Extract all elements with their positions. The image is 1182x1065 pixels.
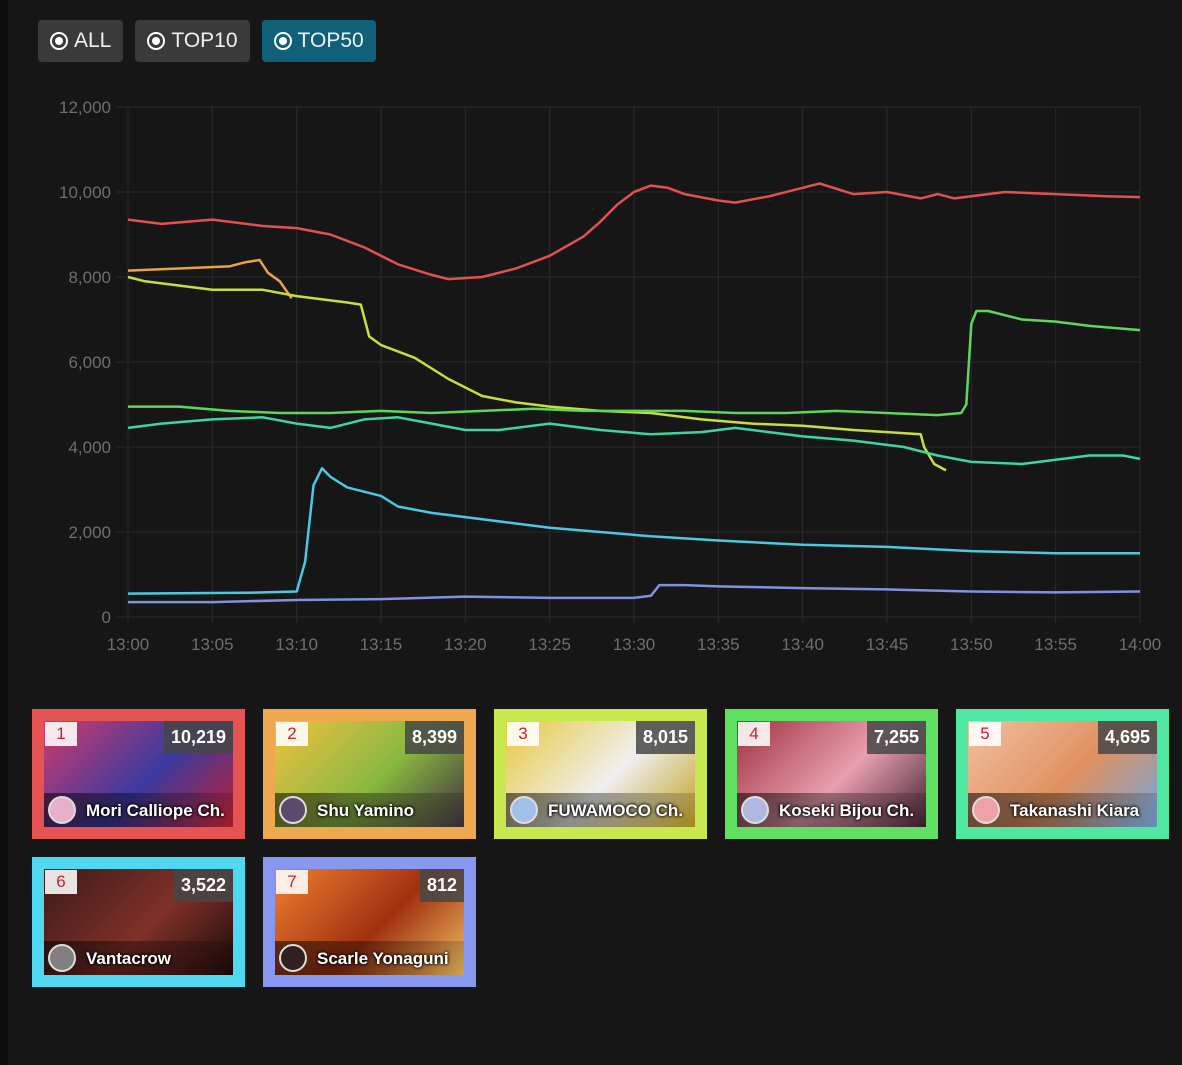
stream-thumbnail: 1 10,219 Mori Calliope Ch.: [44, 721, 233, 827]
channel-name-bar: Koseki Bijou Ch.: [737, 793, 926, 827]
viewer-count-badge: 10,219: [163, 721, 233, 754]
filter-top10-label: TOP10: [171, 29, 238, 52]
viewer-count-badge: 812: [419, 869, 464, 902]
channel-name-bar: Scarle Yonaguni: [275, 941, 464, 975]
stream-card[interactable]: 2 8,399 Shu Yamino: [263, 709, 476, 839]
filter-top10-button[interactable]: TOP10: [135, 20, 250, 62]
channel-name: Vantacrow: [86, 949, 172, 968]
channel-name-bar: Mori Calliope Ch.: [44, 793, 233, 827]
y-tick-label: 8,000: [68, 268, 111, 287]
stream-thumbnail: 5 4,695 Takanashi Kiara: [968, 721, 1157, 827]
x-tick-label: 14:00: [1119, 635, 1162, 654]
stream-thumbnail: 7 812 Scarle Yonaguni: [275, 869, 464, 975]
x-tick-label: 13:35: [697, 635, 740, 654]
channel-name-bar: Shu Yamino: [275, 793, 464, 827]
rank-badge: 6: [45, 870, 77, 894]
channel-avatar: [279, 796, 307, 824]
rank-badge: 2: [276, 722, 308, 746]
filter-top50-button[interactable]: TOP50: [261, 20, 376, 62]
series-line-4: [128, 309, 1141, 417]
channel-avatar: [741, 796, 769, 824]
radio-icon: [273, 32, 292, 50]
x-tick-label: 13:30: [613, 635, 656, 654]
rank-badge: 1: [45, 722, 77, 746]
series-line-7: [128, 583, 1141, 604]
y-tick-label: 6,000: [68, 353, 111, 372]
viewer-count-badge: 8,399: [404, 721, 464, 754]
channel-name: Shu Yamino: [317, 801, 414, 820]
stream-card[interactable]: 1 10,219 Mori Calliope Ch.: [32, 709, 245, 839]
viewer-count-badge: 7,255: [866, 721, 926, 754]
rank-badge: 4: [738, 722, 770, 746]
stream-card[interactable]: 5 4,695 Takanashi Kiara: [956, 709, 1169, 839]
viewer-count-badge: 3,522: [173, 869, 233, 902]
x-tick-label: 13:25: [528, 635, 571, 654]
stream-card[interactable]: 7 812 Scarle Yonaguni: [263, 857, 476, 987]
rank-badge: 5: [969, 722, 1001, 746]
channel-name: Scarle Yonaguni: [317, 949, 449, 968]
series-line-3: [127, 275, 947, 472]
channel-name-bar: FUWAMOCO Ch.: [506, 793, 695, 827]
filter-bar: ALL TOP10 TOP50: [38, 20, 376, 62]
radio-icon: [147, 32, 166, 50]
viewer-count-badge: 4,695: [1097, 721, 1157, 754]
channel-name: FUWAMOCO Ch.: [548, 801, 684, 820]
channel-name-bar: Vantacrow: [44, 941, 233, 975]
channel-avatar: [48, 796, 76, 824]
stream-card[interactable]: 6 3,522 Vantacrow: [32, 857, 245, 987]
x-tick-label: 13:20: [444, 635, 487, 654]
series-line-1: [127, 182, 1141, 281]
channel-avatar: [510, 796, 538, 824]
series-line-6: [127, 467, 1140, 595]
stream-card[interactable]: 4 7,255 Koseki Bijou Ch.: [725, 709, 938, 839]
channel-name: Koseki Bijou Ch.: [779, 801, 915, 820]
y-tick-label: 12,000: [59, 98, 111, 117]
series-line-5: [127, 416, 1141, 466]
left-edge-rule: [0, 0, 8, 1065]
channel-avatar: [972, 796, 1000, 824]
y-tick-label: 4,000: [68, 438, 111, 457]
stream-card[interactable]: 3 8,015 FUWAMOCO Ch.: [494, 709, 707, 839]
stream-thumbnail: 3 8,015 FUWAMOCO Ch.: [506, 721, 695, 827]
stream-thumbnail: 2 8,399 Shu Yamino: [275, 721, 464, 827]
channel-avatar: [279, 944, 307, 972]
x-tick-label: 13:50: [950, 635, 993, 654]
x-tick-label: 13:10: [275, 635, 318, 654]
x-tick-label: 13:55: [1034, 635, 1077, 654]
x-tick-label: 13:40: [781, 635, 824, 654]
x-tick-label: 13:45: [866, 635, 909, 654]
channel-avatar: [48, 944, 76, 972]
stream-thumbnail: 6 3,522 Vantacrow: [44, 869, 233, 975]
viewer-count-chart: 0 2,000 4,000 6,000 8,000 10,000 12,000 13:00 13…: [59, 98, 1162, 654]
x-tick-label: 13:05: [191, 635, 234, 654]
x-tick-label: 13:15: [360, 635, 403, 654]
radio-icon: [50, 32, 68, 50]
stream-thumbnail: 4 7,255 Koseki Bijou Ch.: [737, 721, 926, 827]
rank-badge: 3: [507, 722, 539, 746]
channel-name: Mori Calliope Ch.: [86, 801, 225, 820]
y-tick-label: 2,000: [68, 523, 111, 542]
rank-badge: 7: [276, 870, 308, 894]
channel-name-bar: Takanashi Kiara: [968, 793, 1157, 827]
viewer-count-badge: 8,015: [635, 721, 695, 754]
x-tick-label: 13:00: [107, 635, 150, 654]
filter-all-label: ALL: [74, 29, 112, 52]
channel-name: Takanashi Kiara: [1010, 801, 1140, 820]
series-line-2: [127, 258, 293, 300]
filter-top50-label: TOP50: [297, 29, 364, 52]
filter-all-button[interactable]: ALL: [38, 20, 124, 62]
y-tick-label: 0: [102, 608, 111, 627]
y-tick-label: 10,000: [59, 183, 111, 202]
